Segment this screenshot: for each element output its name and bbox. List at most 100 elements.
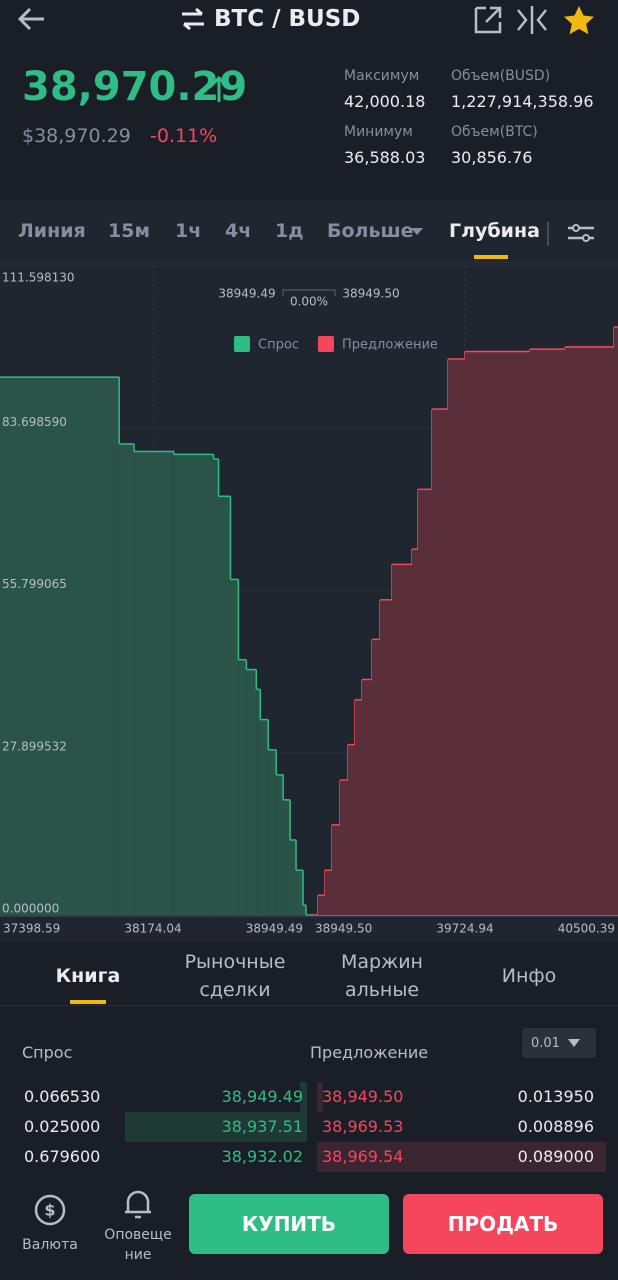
legend-label: Предложение [342, 338, 438, 353]
bid-price-label: 38949.49 [218, 287, 275, 301]
bid-qty: 0.679600 [24, 1147, 101, 1166]
stat-value: 36,588.03 [344, 148, 426, 167]
ask-price-label: 38949.50 [342, 287, 399, 301]
depth-area [0, 377, 120, 915]
last-price: 38,970.29 [22, 64, 248, 110]
depth-area [447, 359, 466, 915]
depth-area [296, 870, 304, 915]
depth-area [372, 639, 380, 915]
depth-area [613, 327, 618, 915]
price-change: -0.11% [150, 125, 218, 147]
swap-icon[interactable] [178, 6, 208, 32]
buy-label: КУПИТЬ [241, 1212, 337, 1236]
svg-text:$: $ [44, 1201, 55, 1220]
chart-tab[interactable]: Глубина [449, 220, 540, 242]
stat-value: 30,856.76 [451, 148, 533, 167]
depth-area [465, 351, 530, 915]
x-tick-label: 38949.50 [315, 922, 372, 936]
x-tick-label: 37398.59 [3, 922, 60, 936]
stat-label: Максимум [344, 68, 420, 84]
ask-qty: 0.013950 [517, 1087, 594, 1106]
pair-title: BTC / BUSD [214, 6, 361, 32]
step-value: 0.01 [531, 1036, 560, 1051]
stat-label: Минимум [344, 124, 413, 140]
depth-area [276, 774, 284, 915]
external-icon[interactable] [474, 6, 502, 34]
depth-area [303, 905, 306, 915]
tab-bar [0, 202, 618, 262]
buy-button[interactable] [189, 1194, 389, 1254]
stat-value: 42,000.18 [344, 92, 426, 111]
depth-area [246, 669, 257, 915]
chart-tab[interactable]: Больше [327, 220, 414, 242]
ask-price: 38,969.53 [322, 1117, 404, 1136]
depth-area [417, 489, 433, 915]
y-tick-label: 27.899532 [2, 739, 67, 753]
fiat-price: $38,970.29 [22, 125, 131, 147]
active-underline [474, 255, 508, 259]
chart-tab[interactable]: 4ч [225, 220, 252, 242]
depth-chart: 38949.49 0.00% 38949.50 0.000000 27.89953… [0, 262, 618, 942]
stat-label: Объем(BUSD) [451, 68, 551, 84]
bid-qty: 0.025000 [24, 1117, 101, 1136]
depth-area [564, 346, 614, 915]
chart-settings[interactable] [546, 218, 598, 248]
step-select[interactable] [522, 1028, 596, 1058]
depth-area [317, 895, 326, 915]
currency-icon[interactable]: $ [32, 1192, 68, 1228]
depth-area [213, 459, 219, 915]
compare-icon[interactable] [517, 6, 547, 34]
depth-area [283, 799, 291, 915]
y-tick-label: 0.000000 [2, 902, 59, 916]
back-button[interactable] [14, 4, 50, 34]
ask-qty: 0.008896 [517, 1117, 594, 1136]
depth-area [391, 564, 412, 915]
step-caret [568, 1039, 580, 1047]
spread-bracket [282, 289, 336, 296]
header-panel [0, 0, 618, 200]
alert-icon[interactable] [120, 1186, 156, 1222]
ask-price: 38,969.54 [322, 1147, 404, 1166]
x-tick-label: 39724.94 [436, 922, 493, 936]
more-caret [411, 228, 423, 235]
book-tab: сделки [199, 979, 271, 1001]
chart-tab[interactable]: 1д [275, 220, 304, 242]
depth-bar [300, 1082, 307, 1112]
footer-label: Валюта [22, 1237, 78, 1253]
depth-area [325, 870, 333, 915]
bid-price: 38,932.02 [221, 1147, 303, 1166]
ask-header: Предложение [310, 1043, 429, 1062]
chart-tab[interactable]: 1ч [175, 220, 202, 242]
up-arrow [208, 75, 230, 102]
book-underline [70, 1000, 106, 1004]
depth-area [354, 699, 362, 915]
depth-area [260, 719, 269, 915]
book-tab[interactable]: Инфо [501, 965, 557, 987]
depth-bar [125, 1112, 307, 1142]
spread-label: 0.00% [290, 295, 328, 309]
chart-tab[interactable]: Линия [18, 220, 86, 242]
x-tick-label: 38174.04 [124, 922, 181, 936]
depth-area [348, 744, 355, 915]
book-tab[interactable]: Рыночные [184, 951, 286, 973]
book-tab[interactable]: Маржин [341, 951, 423, 973]
depth-area [290, 839, 297, 915]
x-tick-label: 40500.39 [558, 922, 615, 936]
favorite-icon[interactable] [564, 6, 594, 35]
bid-header: Спрос [22, 1043, 73, 1062]
book-tab[interactable]: Книга [55, 965, 121, 987]
chart-tab[interactable]: 15м [108, 220, 150, 242]
bid-qty: 0.066530 [24, 1087, 101, 1106]
depth-bar [317, 1082, 323, 1112]
divider [0, 1005, 618, 1006]
depth-area [134, 451, 174, 915]
sell-label: ПРОДАТЬ [447, 1212, 559, 1236]
sell-button[interactable] [403, 1194, 603, 1254]
depth-area [238, 659, 247, 915]
bid-price: 38,937.51 [221, 1117, 303, 1136]
depth-area [218, 496, 231, 915]
footer-label: Оповеще [104, 1227, 172, 1243]
footer-label: ние [124, 1247, 152, 1263]
bid-price: 38,949.49 [221, 1087, 303, 1106]
